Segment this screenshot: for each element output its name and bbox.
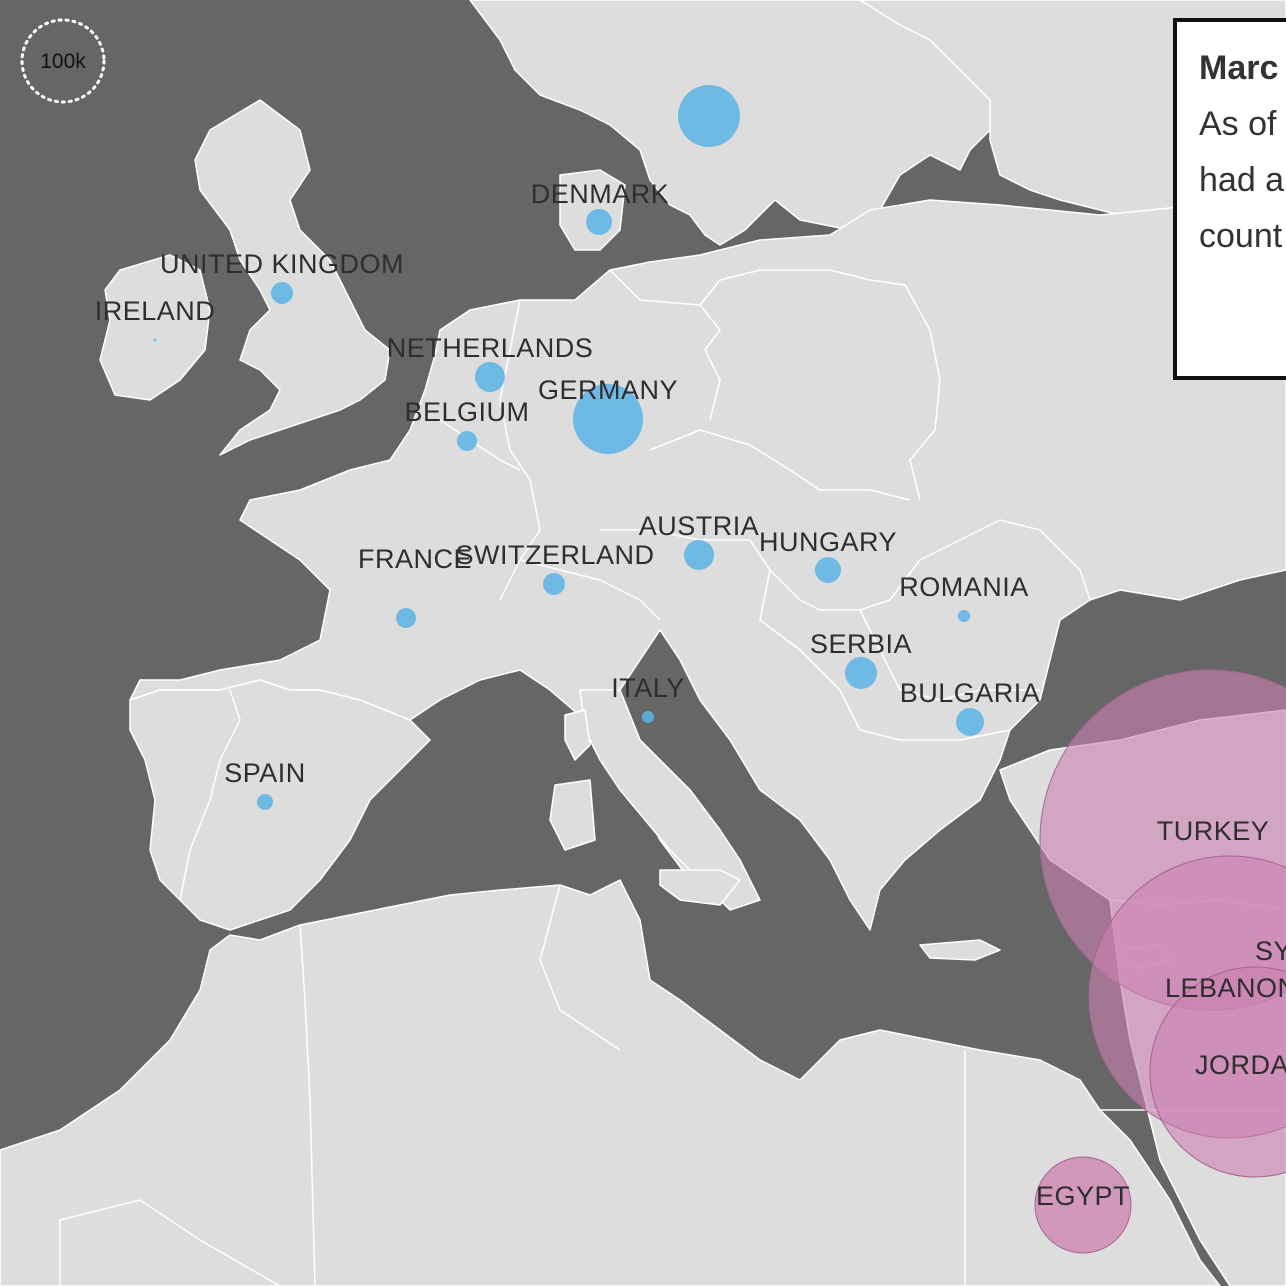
info-box: Marc As of had a count — [1173, 18, 1286, 380]
bubble-ireland[interactable] — [153, 338, 157, 342]
land-italy-peninsula — [579, 689, 761, 911]
bubble-denmark[interactable] — [586, 209, 612, 235]
land-north-africa — [0, 879, 1221, 1286]
bubble-serbia[interactable] — [845, 657, 877, 689]
scale-circle — [20, 18, 106, 104]
label-bulgaria: BULGARIA — [900, 678, 1041, 708]
label-austria: AUSTRIA — [639, 511, 760, 541]
scale-legend: 100k — [20, 18, 106, 104]
land-crete — [919, 939, 1001, 961]
bubble-romania[interactable] — [958, 610, 970, 622]
bubble-belgium[interactable] — [457, 431, 477, 451]
label-turkey: TURKEY — [1157, 816, 1270, 846]
bubble-jordan[interactable] — [1149, 966, 1286, 1178]
bubble-switzerland[interactable] — [543, 573, 565, 595]
label-serbia: SERBIA — [810, 629, 912, 659]
land-ireland — [99, 254, 211, 401]
label-lebanon: LEBANON — [1165, 973, 1286, 1003]
bubble-italy[interactable] — [642, 711, 654, 723]
bubble-bulgaria[interactable] — [956, 708, 984, 736]
land-sardinia — [549, 779, 596, 851]
label-united-kingdom: UNITED KINGDOM — [160, 249, 404, 279]
bubble-sweden[interactable] — [678, 85, 740, 147]
bubble-netherlands[interactable] — [475, 362, 505, 392]
label-egypt: EGYPT — [1036, 1181, 1130, 1211]
scale-label: 100k — [40, 50, 86, 73]
label-hungary: HUNGARY — [759, 527, 897, 557]
bubble-austria[interactable] — [684, 540, 714, 570]
bubble-egypt[interactable] — [1034, 1156, 1132, 1254]
bubble-germany[interactable] — [573, 384, 643, 454]
label-spain: SPAIN — [224, 758, 306, 788]
info-box-line: had a — [1199, 161, 1285, 199]
label-switzerland: SWITZERLAND — [455, 540, 654, 570]
country-borders — [59, 269, 1286, 1286]
bubble-united-kingdom[interactable] — [271, 282, 293, 304]
europe-bubbles — [153, 85, 984, 810]
label-romania: ROMANIA — [899, 572, 1029, 602]
info-box-title: Marc — [1199, 49, 1279, 87]
label-ireland: IRELAND — [95, 296, 216, 326]
info-box-line: As of — [1199, 105, 1277, 143]
label-denmark: DENMARK — [531, 179, 670, 209]
country-labels: DENMARK UNITED KINGDOM IRELAND NETHERLAN… — [95, 179, 1286, 1211]
land-sicily — [659, 869, 741, 906]
info-box-line: count — [1199, 217, 1283, 255]
region-bubbles — [1034, 669, 1286, 1254]
land-iberia — [129, 679, 431, 931]
label-belgium: BELGIUM — [404, 397, 529, 427]
land-corsica — [564, 709, 591, 761]
label-syria: SY — [1255, 936, 1286, 966]
bubble-hungary[interactable] — [815, 557, 841, 583]
bubble-france[interactable] — [396, 608, 416, 628]
land-great-britain — [194, 99, 391, 456]
label-germany: GERMANY — [538, 375, 678, 405]
label-france: FRANCE — [358, 544, 472, 574]
bubble-spain[interactable] — [257, 794, 273, 810]
label-jordan: JORDA — [1195, 1050, 1286, 1080]
label-italy: ITALY — [611, 673, 685, 703]
label-netherlands: NETHERLANDS — [387, 333, 594, 363]
